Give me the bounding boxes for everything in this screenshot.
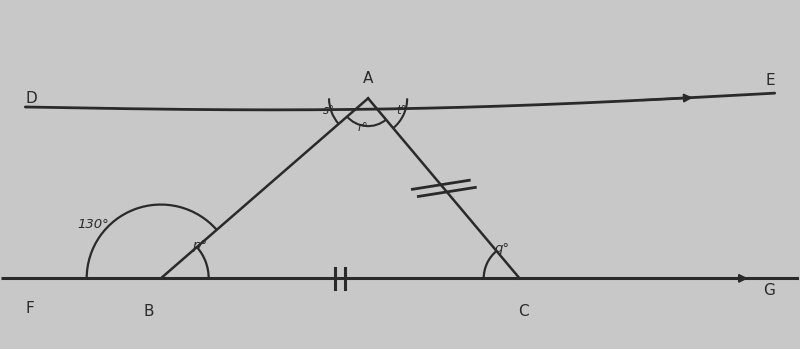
Text: t°: t° bbox=[396, 104, 406, 117]
Text: A: A bbox=[363, 71, 374, 86]
Text: G: G bbox=[763, 283, 774, 298]
Text: B: B bbox=[144, 304, 154, 319]
Text: s°: s° bbox=[322, 104, 334, 117]
Text: p°: p° bbox=[192, 239, 206, 252]
Text: q°: q° bbox=[494, 243, 510, 255]
Text: F: F bbox=[26, 301, 34, 316]
Text: E: E bbox=[765, 73, 774, 88]
Text: 130°: 130° bbox=[77, 218, 109, 231]
Text: C: C bbox=[518, 304, 529, 319]
Text: r°: r° bbox=[357, 121, 368, 134]
Text: D: D bbox=[26, 91, 37, 106]
